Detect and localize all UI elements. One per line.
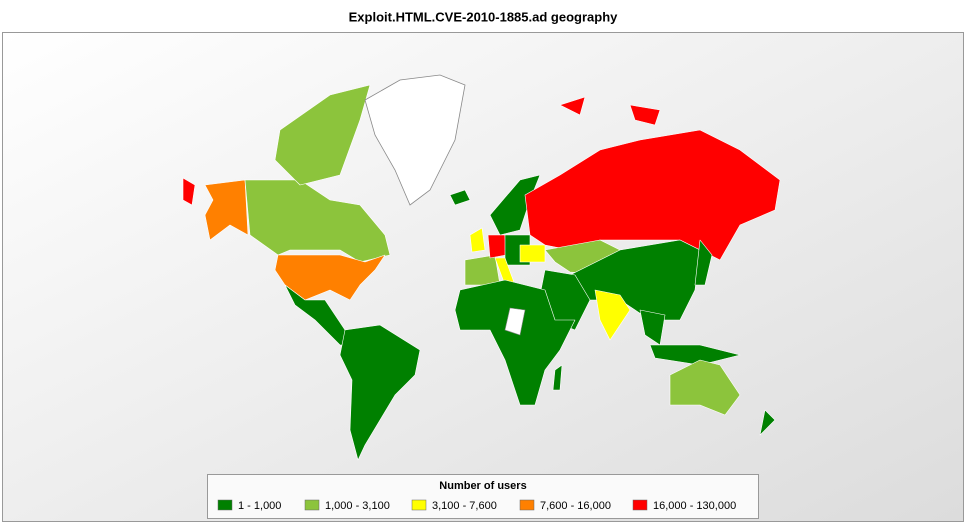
- country: [559, 96, 586, 116]
- country: [469, 227, 486, 253]
- country-no-data: [504, 307, 526, 336]
- legend-swatch: [217, 499, 233, 511]
- country: [274, 84, 371, 186]
- legend-label: 1 - 1,000: [238, 500, 281, 512]
- country: [487, 234, 507, 259]
- legend-label: 16,000 - 130,000: [653, 500, 736, 512]
- legend-label: 1,000 - 3,100: [325, 500, 390, 512]
- country: [339, 324, 421, 461]
- country: [649, 344, 741, 366]
- legend-swatch: [519, 499, 535, 511]
- country: [669, 359, 741, 416]
- country: [694, 239, 713, 286]
- title: Exploit.HTML.CVE-2010-1885.ad geography: [349, 9, 619, 24]
- legend-label: 3,100 - 7,600: [432, 500, 497, 512]
- country: [449, 189, 471, 206]
- country: [204, 179, 249, 241]
- legend-swatch: [411, 499, 427, 511]
- legend-swatch: [632, 499, 648, 511]
- world-map: [182, 74, 781, 461]
- legend-swatch: [304, 499, 320, 511]
- legend-box: [207, 474, 759, 519]
- country-no-data: [364, 74, 466, 206]
- legend-label: 7,600 - 16,000: [540, 500, 611, 512]
- legend: 1 - 1,000 1,000 - 3,100 3,100 - 7,600 7,600…: [217, 499, 736, 512]
- country: [464, 254, 501, 286]
- country: [594, 289, 631, 341]
- country: [629, 104, 661, 126]
- country: [274, 254, 386, 301]
- country: [454, 279, 576, 406]
- country: [759, 409, 776, 436]
- legend-title: Number of users: [439, 480, 526, 492]
- country: [519, 244, 546, 263]
- country: [552, 364, 563, 391]
- country: [182, 177, 196, 206]
